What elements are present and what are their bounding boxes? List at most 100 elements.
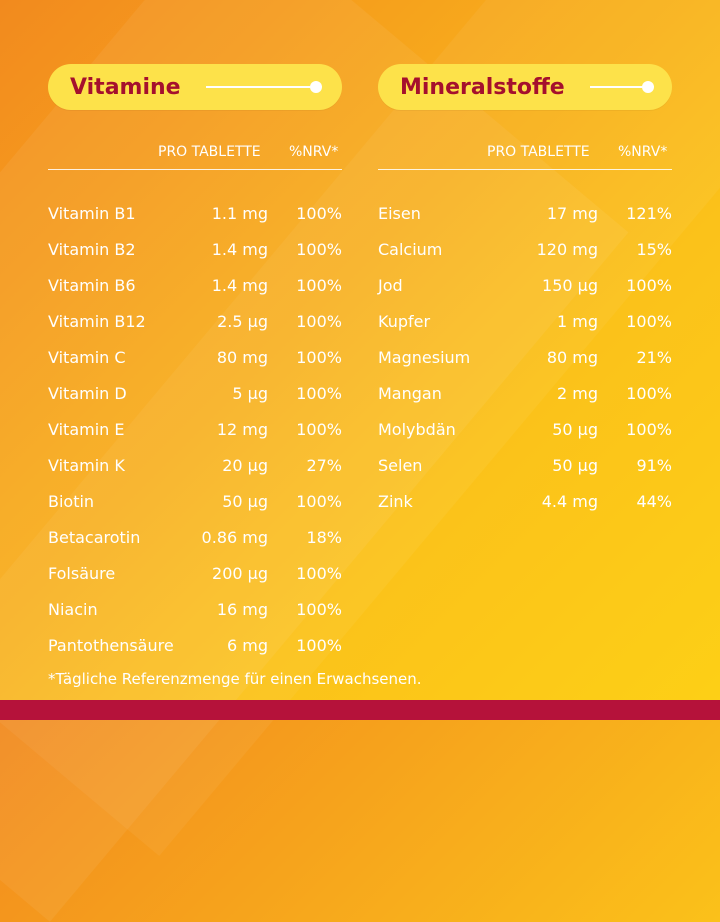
nutrient-name: Molybdän [378, 420, 456, 439]
nutrient-amount: 1 mg [556, 312, 598, 331]
nutrient-amount: 17 mg [546, 204, 598, 223]
nutrient-nrv: 15% [636, 240, 672, 259]
nutrient-amount: 80 mg [546, 348, 598, 367]
minerals-title: Mineralstoffe [400, 74, 565, 100]
nutrient-amount: 1.1 mg [211, 204, 268, 223]
nutrient-amount: 16 mg [216, 600, 268, 619]
table-row: Pantothensäure 6 mg 100% [48, 626, 342, 662]
vitamins-col-nrv-header: %NRV* [289, 144, 339, 160]
nutrient-nrv: 21% [636, 348, 672, 367]
table-row: Magnesium 80 mg 21% [378, 338, 672, 374]
nutrient-amount: 2.5 µg [217, 312, 268, 331]
minerals-table: Eisen 17 mg 121% Calcium 120 mg 15% Jod 150 µ… [378, 194, 672, 518]
nutrient-nrv: 100% [626, 384, 672, 403]
nutrient-amount: 50 µg [222, 492, 268, 511]
nutrient-nrv: 100% [296, 600, 342, 619]
vitamins-header-divider [48, 169, 342, 170]
nutrient-name: Folsäure [48, 564, 116, 583]
table-row: Jod 150 µg 100% [378, 266, 672, 302]
nutrient-amount: 2 mg [556, 384, 598, 403]
nutrient-name: Vitamin D [48, 384, 127, 403]
table-row: Calcium 120 mg 15% [378, 230, 672, 266]
table-row: Selen 50 µg 91% [378, 446, 672, 482]
footnote: *Tägliche Referenzmenge für einen Erwach… [48, 670, 422, 688]
table-row: Niacin 16 mg 100% [48, 590, 342, 626]
nutrient-amount: 50 µg [552, 456, 598, 475]
nutrient-nrv: 121% [626, 204, 672, 223]
nutrient-amount: 6 mg [226, 636, 268, 655]
nutrient-nrv: 100% [296, 276, 342, 295]
minerals-col-amount-header: PRO TABLETTE [487, 144, 590, 160]
pill-dot-decoration [642, 81, 654, 93]
nutrient-name: Vitamin E [48, 420, 125, 439]
nutrient-name: Magnesium [378, 348, 471, 367]
nutrient-amount: 5 µg [232, 384, 268, 403]
nutrient-name: Vitamin B6 [48, 276, 136, 295]
nutrient-nrv: 100% [296, 204, 342, 223]
pill-line-decoration [206, 86, 310, 88]
pill-dot-decoration [310, 81, 322, 93]
table-row: Vitamin B12 2.5 µg 100% [48, 302, 342, 338]
nutrient-nrv: 100% [626, 312, 672, 331]
table-row: Eisen 17 mg 121% [378, 194, 672, 230]
table-row: Molybdän 50 µg 100% [378, 410, 672, 446]
minerals-header-divider [378, 169, 672, 170]
nutrient-name: Jod [378, 276, 403, 295]
nutrient-name: Eisen [378, 204, 421, 223]
table-row: Mangan 2 mg 100% [378, 374, 672, 410]
nutrient-name: Calcium [378, 240, 443, 259]
table-row: Vitamin E 12 mg 100% [48, 410, 342, 446]
nutrient-nrv: 100% [296, 240, 342, 259]
vitamins-table: Vitamin B1 1.1 mg 100% Vitamin B2 1.4 mg 100… [48, 194, 342, 662]
nutrient-nrv: 18% [306, 528, 342, 547]
table-row: Zink 4.4 mg 44% [378, 482, 672, 518]
pill-line-decoration [590, 86, 642, 88]
nutrient-nrv: 44% [636, 492, 672, 511]
table-row: Biotin 50 µg 100% [48, 482, 342, 518]
nutrient-name: Biotin [48, 492, 95, 511]
nutrient-amount: 120 mg [536, 240, 598, 259]
nutrient-nrv: 27% [306, 456, 342, 475]
nutrient-name: Betacarotin [48, 528, 141, 547]
minerals-title-pill: Mineralstoffe [378, 64, 672, 110]
table-row: Vitamin B1 1.1 mg 100% [48, 194, 342, 230]
table-row: Vitamin C 80 mg 100% [48, 338, 342, 374]
nutrient-nrv: 100% [296, 636, 342, 655]
nutrient-amount: 150 µg [542, 276, 598, 295]
nutrient-amount: 200 µg [212, 564, 268, 583]
nutrient-nrv: 100% [626, 276, 672, 295]
nutrient-amount: 50 µg [552, 420, 598, 439]
table-row: Betacarotin 0.86 mg 18% [48, 518, 342, 554]
nutrient-name: Pantothensäure [48, 636, 174, 655]
vitamins-col-amount-header: PRO TABLETTE [158, 144, 261, 160]
table-row: Kupfer 1 mg 100% [378, 302, 672, 338]
nutrient-name: Vitamin B12 [48, 312, 146, 331]
bottom-color-band [0, 700, 720, 720]
nutrient-name: Vitamin B1 [48, 204, 136, 223]
nutrient-name: Vitamin C [48, 348, 126, 367]
minerals-col-nrv-header: %NRV* [618, 144, 668, 160]
nutrient-amount: 4.4 mg [541, 492, 598, 511]
nutrient-name: Mangan [378, 384, 442, 403]
nutrient-nrv: 100% [296, 348, 342, 367]
vitamins-title: Vitamine [70, 74, 181, 100]
nutrient-amount: 80 mg [216, 348, 268, 367]
nutrient-nrv: 100% [296, 384, 342, 403]
table-row: Vitamin D 5 µg 100% [48, 374, 342, 410]
nutrient-name: Vitamin B2 [48, 240, 136, 259]
nutrient-name: Kupfer [378, 312, 431, 331]
nutrient-name: Vitamin K [48, 456, 125, 475]
nutrient-nrv: 91% [636, 456, 672, 475]
nutrient-name: Niacin [48, 600, 98, 619]
table-row: Vitamin B6 1.4 mg 100% [48, 266, 342, 302]
nutrient-amount: 20 µg [222, 456, 268, 475]
nutrient-amount: 1.4 mg [211, 240, 268, 259]
nutrient-nrv: 100% [626, 420, 672, 439]
table-row: Vitamin B2 1.4 mg 100% [48, 230, 342, 266]
nutrient-nrv: 100% [296, 564, 342, 583]
nutrient-nrv: 100% [296, 420, 342, 439]
nutrient-amount: 1.4 mg [211, 276, 268, 295]
table-row: Folsäure 200 µg 100% [48, 554, 342, 590]
nutrient-amount: 0.86 mg [201, 528, 268, 547]
nutrient-amount: 12 mg [216, 420, 268, 439]
